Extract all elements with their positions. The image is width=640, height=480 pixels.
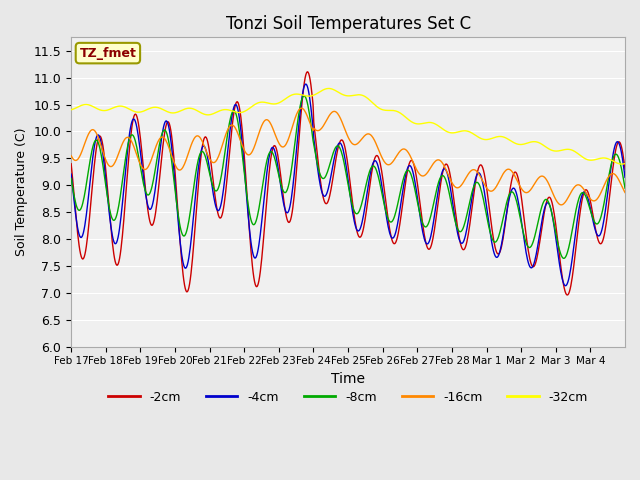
Title: Tonzi Soil Temperatures Set C: Tonzi Soil Temperatures Set C xyxy=(225,15,470,33)
Text: TZ_fmet: TZ_fmet xyxy=(79,47,136,60)
Y-axis label: Soil Temperature (C): Soil Temperature (C) xyxy=(15,128,28,256)
X-axis label: Time: Time xyxy=(331,372,365,386)
Legend: -2cm, -4cm, -8cm, -16cm, -32cm: -2cm, -4cm, -8cm, -16cm, -32cm xyxy=(103,385,593,408)
